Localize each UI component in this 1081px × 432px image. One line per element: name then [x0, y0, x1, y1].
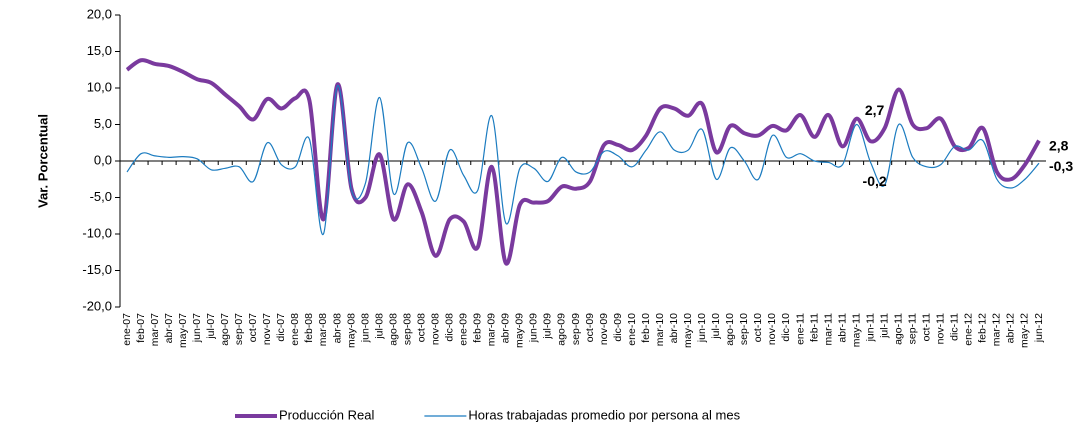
x-tick-label: nov-10	[766, 313, 778, 345]
x-tick-label: sep-10	[738, 313, 750, 345]
x-tick-label: abr-10	[668, 313, 680, 344]
x-tick-label: ene-09	[458, 313, 470, 346]
x-tick-label: dic-07	[275, 313, 287, 342]
x-tick-label: jun-09	[528, 313, 540, 343]
y-tick-label: -20,0	[82, 298, 112, 313]
y-tick-label: 5,0	[94, 116, 112, 131]
x-tick-label: oct-07	[247, 313, 259, 342]
x-tick-label: may-11	[850, 313, 862, 347]
x-tick-label: jul-11	[878, 313, 890, 339]
x-tick-label: sep-08	[401, 313, 413, 345]
x-tick-label: feb-11	[808, 313, 820, 342]
x-tick-label: ago-09	[556, 313, 568, 346]
legend-label: Horas trabajadas promedio por persona al…	[468, 407, 740, 422]
x-tick-label: mar-09	[486, 313, 498, 346]
x-tick-label: abr-11	[836, 313, 848, 343]
y-tick-label: -15,0	[82, 262, 112, 277]
x-tick-label: ene-10	[626, 313, 638, 346]
value-label: -0,2	[863, 173, 887, 189]
x-tick-label: may-12	[1019, 313, 1031, 348]
x-tick-label: may-07	[177, 313, 189, 348]
x-tick-label: jun-08	[359, 313, 371, 343]
x-tick-label: oct-11	[921, 313, 933, 342]
value-label: 2,8	[1049, 137, 1069, 153]
x-tick-label: feb-09	[472, 313, 484, 343]
x-tick-label: feb-10	[640, 313, 652, 343]
x-tick-label: ene-08	[289, 313, 301, 346]
x-tick-label: ago-10	[724, 313, 736, 346]
y-tick-label: 15,0	[87, 43, 112, 58]
x-tick-label: abr-09	[500, 313, 512, 344]
x-tick-label: feb-08	[303, 313, 315, 343]
x-tick-label: ene-12	[963, 313, 975, 346]
x-tick-label: jun-12	[1033, 313, 1045, 343]
x-tick-label: ago-08	[387, 313, 399, 346]
x-tick-label: jun-10	[696, 313, 708, 343]
x-tick-label: feb-07	[135, 313, 147, 343]
x-tick-label: jul-09	[542, 313, 554, 340]
x-tick-label: may-08	[345, 313, 357, 348]
x-tick-label: abr-08	[331, 313, 343, 344]
x-tick-label: abr-07	[163, 313, 175, 344]
x-tick-label: abr-12	[1005, 313, 1017, 344]
value-label: 2,7	[865, 102, 885, 118]
x-tick-label: ago-11	[892, 313, 904, 345]
y-axis-title: Var. Porcentual	[35, 114, 50, 208]
y-tick-label: -10,0	[82, 225, 112, 240]
legend-label: Producción Real	[279, 407, 374, 422]
x-tick-label: mar-12	[991, 313, 1003, 346]
x-tick-label: nov-07	[261, 313, 273, 345]
y-tick-label: 20,0	[87, 6, 112, 21]
x-tick-label: ene-11	[794, 313, 806, 345]
value-label: -0,3	[1049, 158, 1073, 174]
x-tick-label: mar-07	[149, 313, 161, 346]
y-tick-label: -5,0	[90, 189, 112, 204]
x-tick-label: nov-09	[598, 313, 610, 345]
x-tick-label: dic-11	[949, 313, 961, 341]
series-line	[125, 58, 1041, 266]
x-tick-label: sep-07	[233, 313, 245, 345]
x-tick-label: sep-11	[906, 313, 918, 344]
x-tick-label: mar-08	[317, 313, 329, 346]
x-tick-label: jun-07	[191, 313, 203, 343]
x-tick-label: jul-10	[710, 313, 722, 340]
x-tick-label: ene-07	[121, 313, 133, 346]
x-tick-label: may-09	[514, 313, 526, 348]
y-tick-label: 0,0	[94, 152, 112, 167]
x-tick-label: nov-08	[429, 313, 441, 345]
x-tick-label: mar-10	[654, 313, 666, 346]
y-tick-label: 10,0	[87, 79, 112, 94]
x-tick-label: jul-07	[205, 313, 217, 340]
x-tick-label: sep-09	[570, 313, 582, 345]
x-tick-label: nov-11	[935, 313, 947, 344]
x-tick-label: dic-10	[780, 313, 792, 342]
x-tick-label: jul-08	[373, 313, 385, 340]
x-tick-label: dic-08	[443, 313, 455, 342]
x-tick-label: oct-10	[752, 313, 764, 342]
x-tick-label: dic-09	[612, 313, 624, 342]
x-tick-label: mar-11	[822, 313, 834, 346]
series-line	[126, 85, 1040, 235]
x-tick-label: oct-09	[584, 313, 596, 342]
x-tick-label: jun-11	[864, 313, 876, 343]
x-tick-label: oct-08	[415, 313, 427, 342]
x-tick-label: feb-12	[977, 313, 989, 343]
x-tick-label: may-10	[682, 313, 694, 348]
x-tick-label: ago-07	[219, 313, 231, 346]
